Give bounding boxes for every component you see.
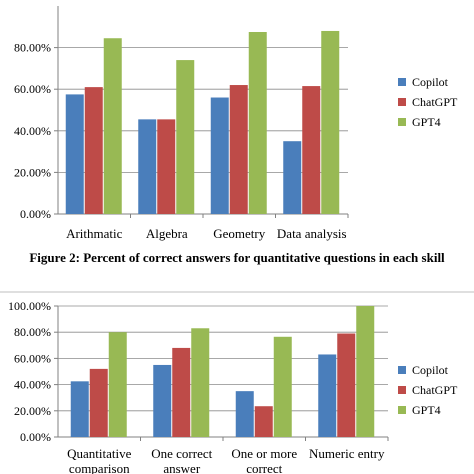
bar-copilot-1 <box>65 94 84 214</box>
bar-chatgpt-1 <box>84 87 103 214</box>
bar-chatgpt-3 <box>229 85 248 214</box>
legend-label-chatgpt: ChatGPT <box>412 383 458 397</box>
bar-chatgpt-1 <box>89 368 108 437</box>
y-tick-label: 40.00% <box>14 124 51 138</box>
bar-gpt4-2 <box>176 60 195 214</box>
bar-copilot-4 <box>283 141 302 214</box>
y-tick-label: 60.00% <box>14 82 51 96</box>
legend-label-gpt4: GPT4 <box>412 403 441 417</box>
bar-gpt4-4 <box>321 30 340 215</box>
x-category-label: Data analysis <box>277 226 347 241</box>
chart-skills: 0.00% 20.00% 40.00% 60.00% 80.00% Arithmatic A… <box>14 6 458 241</box>
x-category-label: Geometry <box>213 226 265 241</box>
bar-gpt4-3 <box>248 32 267 214</box>
y-tick-label: 0.00% <box>20 430 51 444</box>
bar-copilot-3 <box>235 391 254 437</box>
chart-question-types: 0.00% 20.00% 40.00% 60.00% 80.00% 100.00% Quan… <box>8 299 458 474</box>
bar-gpt4-2 <box>191 328 210 437</box>
legend-swatch-copilot <box>398 366 406 374</box>
bar-chatgpt-4 <box>302 86 321 214</box>
bar-copilot-1 <box>70 381 89 437</box>
bar-chatgpt-4 <box>337 333 356 437</box>
x-category-label: Numeric entry <box>309 446 385 461</box>
legend-swatch-chatgpt <box>398 98 406 106</box>
y-tick-label: 0.00% <box>20 207 51 221</box>
y-tick-label: 80.00% <box>14 41 51 55</box>
y-tick-label: 80.00% <box>14 325 51 339</box>
y-tick-label: 100.00% <box>8 299 51 313</box>
y-tick-label: 20.00% <box>14 404 51 418</box>
bar-copilot-3 <box>210 97 229 214</box>
legend-swatch-chatgpt <box>398 386 406 394</box>
bar-copilot-2 <box>138 119 157 214</box>
x-category-label: One correct answer <box>151 446 212 474</box>
bar-gpt4-4 <box>356 306 375 437</box>
x-category-label: Quantitative comparison <box>67 446 131 474</box>
bar-gpt4-1 <box>108 332 127 437</box>
y-tick-label: 60.00% <box>14 351 51 365</box>
y-tick-label: 20.00% <box>14 165 51 179</box>
legend-label-copilot: Copilot <box>412 75 449 89</box>
bar-copilot-2 <box>153 364 172 437</box>
legend-swatch-copilot <box>398 78 406 86</box>
bar-gpt4-1 <box>103 38 122 214</box>
legend-swatch-gpt4 <box>398 406 406 414</box>
x-category-label: Arithmatic <box>66 226 123 241</box>
bar-chatgpt-2 <box>157 119 176 214</box>
legend-label-copilot: Copilot <box>412 363 449 377</box>
x-category-label: Algebra <box>146 226 188 241</box>
legend-label-chatgpt: ChatGPT <box>412 95 458 109</box>
bar-gpt4-3 <box>273 336 292 437</box>
bar-chatgpt-3 <box>254 406 273 437</box>
x-category-label: One or more correct <box>231 446 297 474</box>
bar-copilot-4 <box>318 354 337 437</box>
figure-caption: Figure 2: Percent of correct answers for… <box>29 250 445 265</box>
bar-chatgpt-2 <box>172 347 191 437</box>
legend-swatch-gpt4 <box>398 118 406 126</box>
legend-label-gpt4: GPT4 <box>412 115 441 129</box>
y-tick-label: 40.00% <box>14 378 51 392</box>
